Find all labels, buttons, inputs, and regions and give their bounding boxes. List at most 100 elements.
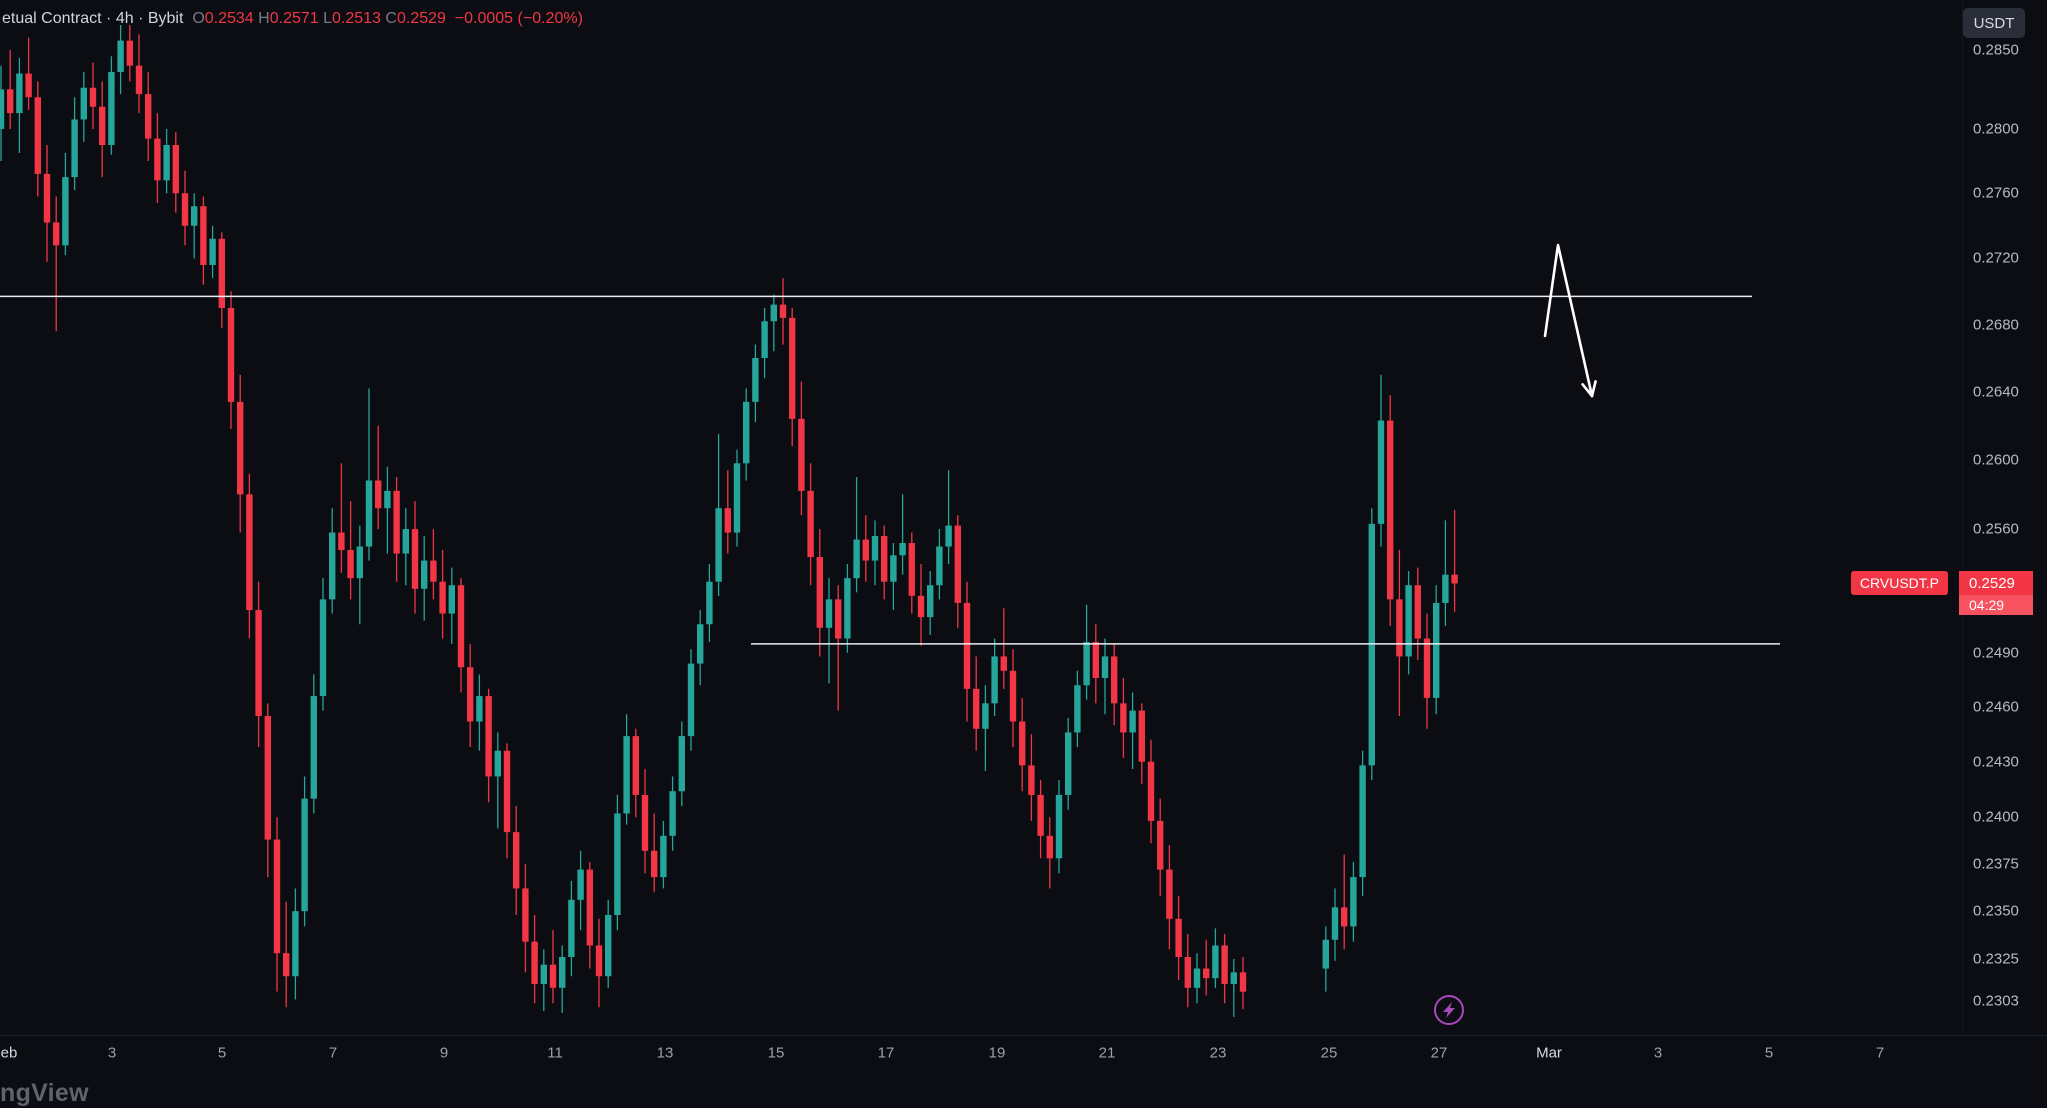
bottom-strip: ngView [0, 1069, 2047, 1108]
candle-body [135, 65, 143, 95]
candle-body [227, 307, 235, 402]
candle-body [62, 177, 69, 246]
candle-body [853, 539, 860, 579]
candle-body [761, 321, 768, 359]
candle-body [936, 546, 943, 586]
candle-body [1203, 968, 1210, 979]
arrow-head [1590, 380, 1597, 398]
candle-body [145, 94, 152, 139]
price-axis-label: 0.2430 [1973, 753, 2019, 771]
candlestick-chart-canvas[interactable] [0, 0, 1962, 1035]
candle-body [402, 529, 409, 554]
candle-body [577, 869, 584, 900]
symbol-price-line-badge: CRVUSDT.P [1850, 571, 1948, 596]
candle-body [237, 401, 244, 495]
lightning-bolt-glyph [1443, 1002, 1455, 1018]
candle-body [733, 463, 741, 533]
candle-body [1074, 685, 1081, 733]
price-axis[interactable]: 0.2850 0.2800 0.2760 0.2720 0.2680 0.2640 0.26… [1962, 0, 2047, 1035]
candle-body [816, 557, 823, 628]
candle-body [430, 560, 437, 582]
candle-body [724, 508, 731, 533]
candle-body [1166, 869, 1173, 919]
time-axis-label: 7 [1875, 1044, 1885, 1062]
time-axis-label: 5 [1764, 1044, 1774, 1062]
candle-body [1423, 638, 1431, 698]
time-axis-label: 7 [328, 1044, 338, 1062]
candle-body [53, 222, 60, 246]
candle-body [908, 543, 915, 596]
tradingview-logo[interactable]: ngView [0, 1079, 89, 1107]
candle-body [973, 688, 980, 729]
candle-body [862, 539, 869, 561]
candle-body [25, 73, 32, 98]
candle-body [329, 532, 336, 600]
price-axis-label: 0.2760 [1973, 184, 2019, 202]
candle-body [559, 957, 566, 988]
candle-body [1442, 574, 1449, 603]
price-axis-label: 0.2640 [1973, 383, 2019, 401]
candle-body [89, 87, 97, 107]
candle-body [1000, 656, 1007, 671]
candle-body [467, 667, 474, 722]
candle-body [1101, 656, 1109, 679]
candle-body [99, 106, 106, 145]
candle-body [319, 599, 327, 697]
lightning-icon[interactable] [1434, 995, 1464, 1025]
candle-body [1377, 420, 1385, 524]
candle-body [0, 89, 5, 130]
candle-body [1046, 835, 1053, 859]
candle-body [310, 696, 317, 799]
symbol-title[interactable]: etual Contract · 4h · Bybit [2, 10, 184, 27]
candle-body [264, 716, 271, 840]
candle-body [1451, 574, 1458, 584]
candle-body [476, 696, 483, 722]
candle-body [881, 536, 888, 582]
candle-body [982, 703, 989, 729]
candle-body [1147, 761, 1155, 821]
candle-body [825, 599, 833, 628]
candle-body [1322, 939, 1329, 969]
time-axis-label: Mar [1536, 1044, 1562, 1062]
candle-body [954, 525, 961, 603]
candle-body [899, 543, 906, 556]
arrow-drawing[interactable] [1543, 243, 1594, 398]
candle-body [1396, 599, 1403, 657]
candle-body [163, 144, 170, 181]
price-axis-label: 0.2350 [1973, 902, 2019, 920]
candle-body [1405, 585, 1412, 657]
bar-countdown: 04:29 [1959, 595, 2033, 616]
close-value: 0.2529 [396, 10, 446, 27]
candle-body [641, 794, 649, 851]
time-axis[interactable]: eb 3 5 7 9 11 13 15 17 19 21 23 25 27 Mar 3 5 7 [0, 1035, 2047, 1070]
candle-body [439, 581, 446, 614]
candle-body [660, 835, 667, 878]
low-label: L [323, 10, 333, 27]
candle-body [43, 173, 51, 223]
candle-body [927, 585, 934, 618]
price-axis-label: 0.2325 [1973, 950, 2019, 968]
candle-body [301, 798, 308, 912]
candle-body [218, 238, 225, 308]
candle-body [16, 73, 23, 114]
candle-body [393, 490, 400, 554]
currency-unit-button[interactable]: USDT [1963, 8, 2025, 38]
arrow-head [1581, 383, 1594, 398]
candle-body [1083, 642, 1090, 686]
candle-body [1184, 957, 1191, 988]
candle-body [126, 40, 133, 66]
candle-body [568, 899, 575, 958]
low-value: 0.2513 [332, 10, 381, 27]
open-value: 0.2534 [204, 10, 254, 27]
price-axis-label: 0.2490 [1973, 644, 2019, 662]
last-price-value: 0.2529 [1959, 571, 2033, 596]
candle-body [991, 656, 998, 704]
chart-region[interactable] [0, 0, 1962, 1035]
high-value: 0.2571 [269, 10, 319, 27]
candle-body [715, 508, 722, 582]
candle-body [595, 945, 603, 977]
candle-body [347, 550, 354, 579]
candle-body [181, 193, 189, 226]
time-axis-label: 21 [1098, 1044, 1116, 1062]
candle-body [522, 888, 529, 942]
